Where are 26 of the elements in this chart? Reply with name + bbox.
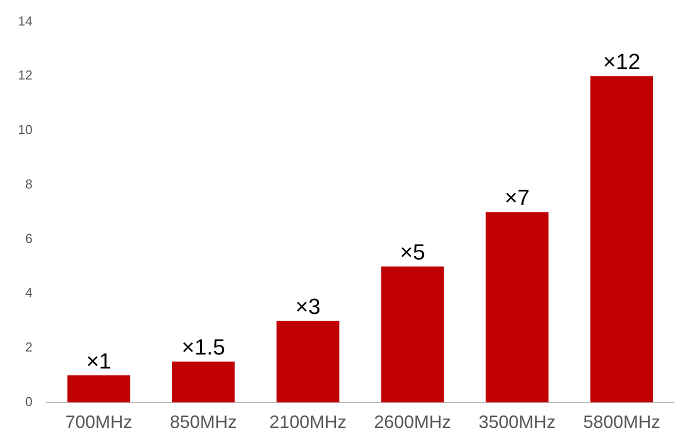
data-label: ×5 <box>400 240 426 265</box>
x-tick-label: 700MHz <box>65 412 132 432</box>
data-label: ×3 <box>295 294 320 319</box>
x-tick-label: 3500MHz <box>478 412 556 432</box>
y-tick-label: 8 <box>25 176 32 192</box>
y-tick-label: 2 <box>25 340 32 355</box>
data-label: ×1 <box>86 348 112 374</box>
x-tick-label: 2100MHz <box>269 412 346 432</box>
bar <box>276 320 340 402</box>
bar <box>67 375 130 402</box>
x-tick-label: 850MHz <box>170 412 237 432</box>
y-tick-label: 0 <box>25 394 32 409</box>
bar <box>486 212 548 402</box>
bar <box>590 76 654 402</box>
y-tick-label: 10 <box>18 122 32 138</box>
data-label: ×7 <box>504 185 530 210</box>
y-tick-label: 4 <box>25 285 32 300</box>
y-tick-label: 6 <box>25 230 32 246</box>
x-tick-label: 2600MHz <box>374 412 452 432</box>
bar <box>381 266 444 402</box>
y-tick-label: 12 <box>18 68 32 83</box>
y-tick-label: 14 <box>18 13 32 28</box>
data-label: ×12 <box>603 49 640 74</box>
bar <box>172 362 235 402</box>
x-tick-label: 5800MHz <box>583 412 660 432</box>
data-label: ×1.5 <box>182 334 226 360</box>
